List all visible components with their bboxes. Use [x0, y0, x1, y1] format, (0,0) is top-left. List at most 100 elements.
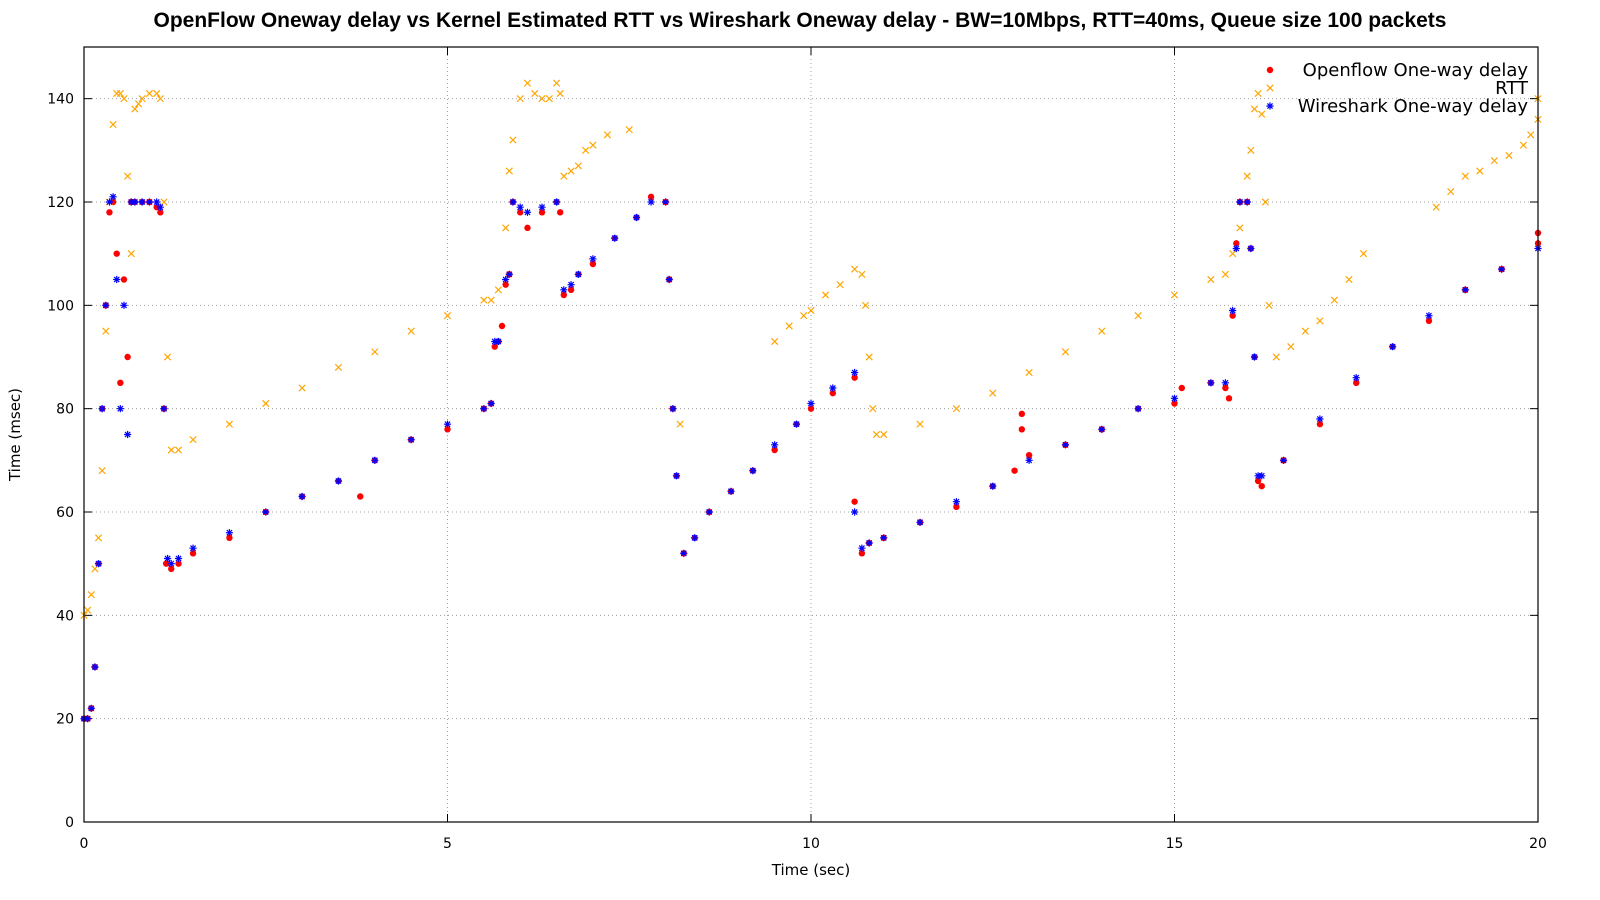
data-point	[1258, 472, 1266, 480]
data-point	[189, 436, 197, 444]
data-point	[556, 89, 564, 98]
data-point	[1272, 353, 1280, 361]
data-point	[916, 518, 924, 526]
data-point	[84, 715, 92, 723]
data-point	[1316, 317, 1324, 325]
data-point	[1207, 379, 1215, 387]
legend-label-rtt: RTT	[1495, 78, 1529, 99]
data-point	[1025, 451, 1033, 459]
data-point	[160, 198, 168, 206]
data-point	[851, 498, 858, 505]
data-point	[1018, 410, 1026, 418]
data-point	[1225, 395, 1233, 402]
data-point	[1476, 167, 1484, 175]
data-point	[1316, 420, 1324, 428]
data-point	[1519, 141, 1528, 149]
data-point	[98, 467, 106, 475]
data-point	[567, 167, 575, 175]
data-point	[145, 89, 154, 98]
legend-label-openflow: Openflow One-way delay	[1303, 60, 1529, 81]
data-point	[851, 374, 858, 381]
data-point	[156, 95, 164, 103]
data-point	[443, 312, 452, 320]
data-point	[785, 322, 793, 330]
y-tick-label: 140	[47, 92, 74, 108]
data-point	[116, 89, 124, 98]
data-point	[538, 203, 546, 211]
data-point	[225, 529, 233, 537]
data-point	[98, 405, 106, 413]
data-point	[113, 275, 121, 284]
data-point	[1330, 296, 1339, 304]
data-point	[502, 224, 510, 232]
data-point	[1207, 275, 1215, 284]
data-point	[1247, 146, 1255, 154]
data-point	[84, 606, 92, 614]
data-point	[168, 565, 175, 573]
data-point	[1243, 172, 1251, 180]
y-tick-label: 60	[56, 505, 74, 521]
data-point	[127, 250, 135, 258]
data-point	[494, 286, 503, 294]
data-point	[1316, 415, 1324, 423]
data-point	[821, 291, 830, 299]
data-point	[407, 327, 415, 335]
data-point	[1233, 240, 1240, 247]
data-point	[127, 198, 135, 206]
data-point	[167, 560, 175, 568]
data-point	[1221, 379, 1229, 387]
data-point	[1265, 301, 1273, 309]
data-point	[226, 534, 233, 542]
data-point	[517, 209, 524, 216]
data-point	[407, 436, 415, 444]
data-point	[1098, 425, 1106, 433]
data-point	[749, 467, 757, 475]
plot-frame	[83, 46, 1539, 823]
data-point	[989, 482, 997, 490]
data-point	[262, 399, 270, 408]
data-point	[1352, 374, 1360, 382]
data-point	[567, 281, 575, 289]
data-point	[850, 265, 859, 273]
data-point	[538, 209, 546, 216]
axis-ticks: 0 20 40 60 80 100 120 140 0 5 10 15 20	[47, 47, 1547, 852]
data-point	[1279, 456, 1288, 464]
data-point	[189, 544, 197, 552]
data-point	[109, 193, 117, 201]
data-point	[771, 446, 778, 454]
data-point	[1505, 151, 1513, 160]
data-point	[1229, 306, 1237, 315]
data-point	[371, 456, 379, 464]
x-tick-label: 0	[80, 836, 89, 852]
data-point	[91, 663, 99, 671]
data-point	[1301, 327, 1309, 335]
data-point	[589, 260, 597, 268]
x-tick-label: 15	[1166, 836, 1184, 852]
data-point	[1170, 291, 1179, 299]
data-point	[1425, 317, 1433, 325]
data-point	[727, 487, 735, 495]
data-point	[487, 296, 495, 304]
data-point	[502, 275, 510, 284]
data-point	[680, 549, 688, 557]
y-tick-label: 120	[47, 195, 74, 211]
data-point	[1461, 286, 1469, 294]
data-point	[1359, 250, 1368, 258]
data-point	[1229, 250, 1237, 258]
data-point	[1098, 327, 1106, 335]
y-tick-label: 20	[56, 712, 74, 728]
data-point	[113, 250, 120, 257]
data-point	[1432, 203, 1440, 211]
data-point	[560, 291, 568, 299]
data-point	[560, 286, 568, 294]
data-point	[124, 430, 132, 439]
data-point	[1250, 105, 1259, 113]
data-point	[1461, 172, 1469, 180]
data-point	[560, 172, 568, 180]
data-point	[1287, 343, 1295, 351]
data-point	[87, 591, 95, 599]
data-point	[153, 198, 161, 206]
data-point	[662, 198, 670, 206]
data-point	[705, 508, 713, 516]
